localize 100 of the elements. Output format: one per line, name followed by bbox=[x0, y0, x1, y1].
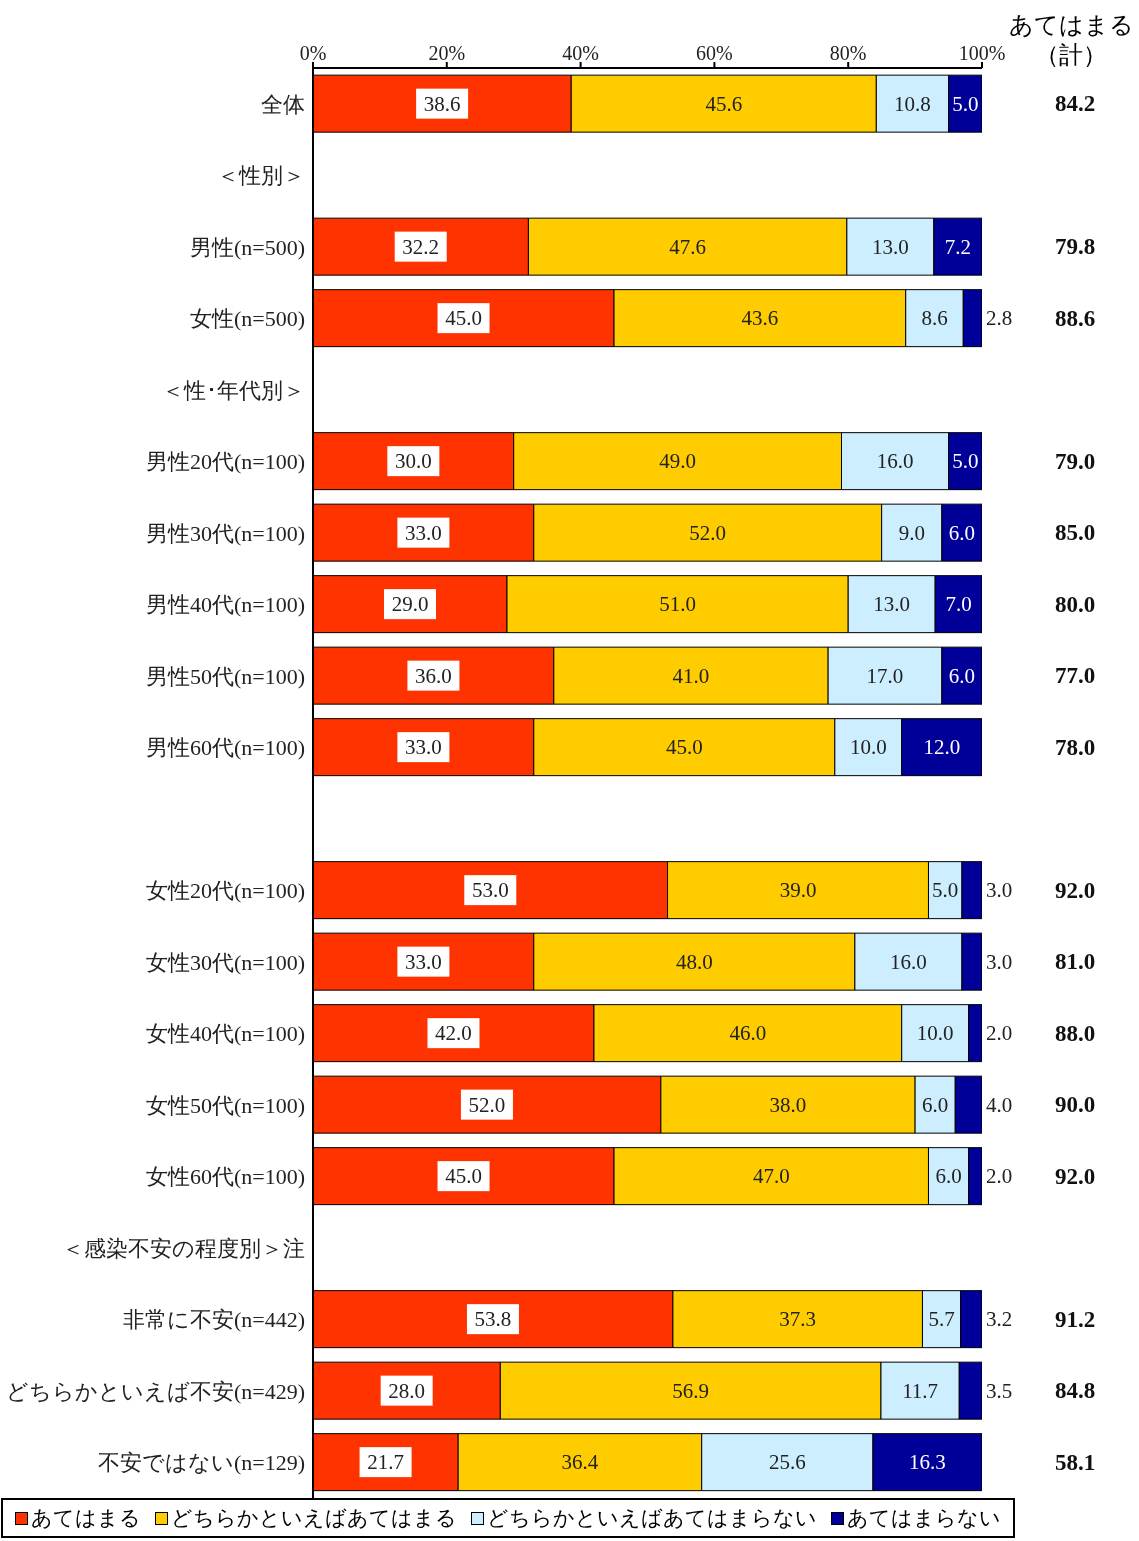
data-label: 5.0 bbox=[932, 878, 959, 903]
data-label: 3.5 bbox=[986, 1378, 1013, 1403]
data-label: 6.0 bbox=[922, 1092, 949, 1117]
legend-label: どちらかといえばあてはまらない bbox=[486, 1505, 817, 1532]
data-label: 52.0 bbox=[468, 1092, 506, 1117]
data-label: 7.2 bbox=[944, 234, 972, 259]
y-tick-label: 男性20代(n=100) bbox=[145, 449, 305, 475]
text: 85.0 bbox=[1054, 520, 1096, 546]
y-tick-label: 女性20代(n=100) bbox=[145, 878, 305, 904]
text: 88.6 bbox=[1054, 305, 1096, 331]
data-label: 37.3 bbox=[779, 1307, 817, 1332]
data-label: 10.0 bbox=[849, 735, 887, 760]
legend-label: あてはまる bbox=[30, 1505, 141, 1532]
data-label: 3.0 bbox=[986, 949, 1013, 974]
data-label: 13.0 bbox=[873, 592, 911, 617]
data-label: 6.0 bbox=[935, 1164, 962, 1189]
data-label: 33.0 bbox=[405, 735, 442, 760]
data-label: 33.0 bbox=[405, 949, 442, 974]
y-tick-label: 男性60代(n=100) bbox=[145, 735, 305, 761]
y-tick-label: 女性(n=500) bbox=[189, 306, 305, 332]
data-label: 41.0 bbox=[672, 663, 710, 688]
y-tick-label: 女性60代(n=100) bbox=[145, 1164, 305, 1190]
data-label: 28.0 bbox=[388, 1378, 426, 1403]
data-label: 45.0 bbox=[445, 306, 482, 331]
data-label: 10.8 bbox=[894, 91, 931, 116]
text: 79.8 bbox=[1054, 234, 1096, 260]
x-tick-label: 0% bbox=[299, 42, 327, 64]
data-label: 2.0 bbox=[986, 1021, 1013, 1046]
data-label: 33.0 bbox=[405, 520, 442, 545]
data-label: 56.9 bbox=[672, 1378, 710, 1403]
data-label: 36.0 bbox=[415, 663, 452, 688]
legend-label: どちらかといえばあてはまる bbox=[170, 1505, 457, 1532]
data-label: 39.0 bbox=[779, 878, 817, 903]
x-tick-label: 100% bbox=[958, 42, 1006, 64]
data-label: 36.4 bbox=[561, 1450, 599, 1475]
text: 58.1 bbox=[1054, 1449, 1096, 1475]
data-label: 16.0 bbox=[890, 949, 927, 974]
text: 84.8 bbox=[1054, 1378, 1096, 1404]
y-tick-label: 不安ではない(n=129) bbox=[97, 1450, 305, 1476]
data-label: 5.7 bbox=[928, 1307, 955, 1332]
data-label: 32.2 bbox=[402, 234, 440, 259]
x-tick-label: 60% bbox=[696, 42, 733, 64]
legend-label: あてはまらない bbox=[846, 1505, 1001, 1532]
y-tick-label: 男性(n=500) bbox=[189, 234, 305, 260]
text: 92.0 bbox=[1054, 1163, 1096, 1189]
data-label: 7.0 bbox=[945, 592, 972, 617]
y-tick-label: 女性30代(n=100) bbox=[145, 949, 305, 975]
text: 90.0 bbox=[1054, 1092, 1096, 1118]
y-tick-label: 女性40代(n=100) bbox=[145, 1021, 305, 1047]
text: 91.2 bbox=[1054, 1306, 1096, 1332]
data-label: 17.0 bbox=[866, 663, 904, 688]
data-label: 13.0 bbox=[871, 234, 909, 259]
data-label: 45.6 bbox=[705, 91, 743, 116]
y-tick-label: どちらかといえば不安(n=429) bbox=[5, 1378, 305, 1404]
data-label: 11.7 bbox=[902, 1378, 939, 1403]
data-label: 53.8 bbox=[474, 1307, 512, 1332]
data-label: 51.0 bbox=[659, 592, 696, 617]
text: 84.2 bbox=[1054, 91, 1096, 117]
data-label: 25.6 bbox=[768, 1450, 806, 1475]
y-tick-label: ＜感染不安の程度別＞注 bbox=[62, 1235, 305, 1261]
x-tick-label: 40% bbox=[562, 42, 599, 64]
y-tick-label: 男性40代(n=100) bbox=[145, 592, 305, 618]
y-tick-label: 全体 bbox=[261, 91, 305, 117]
data-label: 10.0 bbox=[916, 1021, 954, 1046]
text: 88.0 bbox=[1054, 1020, 1096, 1046]
data-label: 30.0 bbox=[394, 449, 432, 474]
data-label: 16.3 bbox=[909, 1450, 946, 1475]
data-label: 47.0 bbox=[752, 1164, 790, 1189]
data-label: 52.0 bbox=[689, 520, 727, 545]
y-tick-label: ＜性･年代別＞ bbox=[162, 377, 305, 403]
data-label: 29.0 bbox=[391, 592, 429, 617]
data-label: 45.0 bbox=[445, 1164, 482, 1189]
data-label: 53.0 bbox=[471, 878, 509, 903]
y-tick-label: 女性50代(n=100) bbox=[145, 1092, 305, 1118]
data-label: 2.0 bbox=[986, 1164, 1013, 1189]
x-tick-label: 20% bbox=[428, 42, 466, 64]
text: 78.0 bbox=[1054, 734, 1096, 760]
data-label: 47.6 bbox=[669, 234, 707, 259]
data-label: 42.0 bbox=[435, 1021, 472, 1046]
data-label: 5.0 bbox=[952, 91, 979, 116]
data-label: 8.6 bbox=[921, 306, 948, 331]
data-label: 48.0 bbox=[675, 949, 713, 974]
data-label: 46.0 bbox=[729, 1021, 767, 1046]
text: 92.0 bbox=[1054, 877, 1096, 903]
data-label: 3.2 bbox=[986, 1307, 1013, 1332]
text: 80.0 bbox=[1054, 591, 1096, 617]
data-label: 21.7 bbox=[367, 1450, 404, 1475]
y-tick-label: 男性50代(n=100) bbox=[145, 663, 305, 689]
data-label: 9.0 bbox=[898, 520, 925, 545]
data-label: 38.0 bbox=[769, 1092, 807, 1117]
text: 77.0 bbox=[1054, 663, 1096, 689]
data-label: 6.0 bbox=[948, 520, 976, 545]
data-label: 49.0 bbox=[659, 449, 696, 474]
text: 79.0 bbox=[1054, 448, 1096, 474]
x-tick-label: 80% bbox=[829, 42, 867, 64]
data-label: 12.0 bbox=[923, 735, 961, 760]
data-label: 2.8 bbox=[986, 306, 1013, 331]
y-tick-label: ＜性別＞ bbox=[217, 163, 305, 189]
text: あてはまる（計） bbox=[1007, 11, 1135, 70]
data-label: 5.0 bbox=[952, 449, 979, 474]
